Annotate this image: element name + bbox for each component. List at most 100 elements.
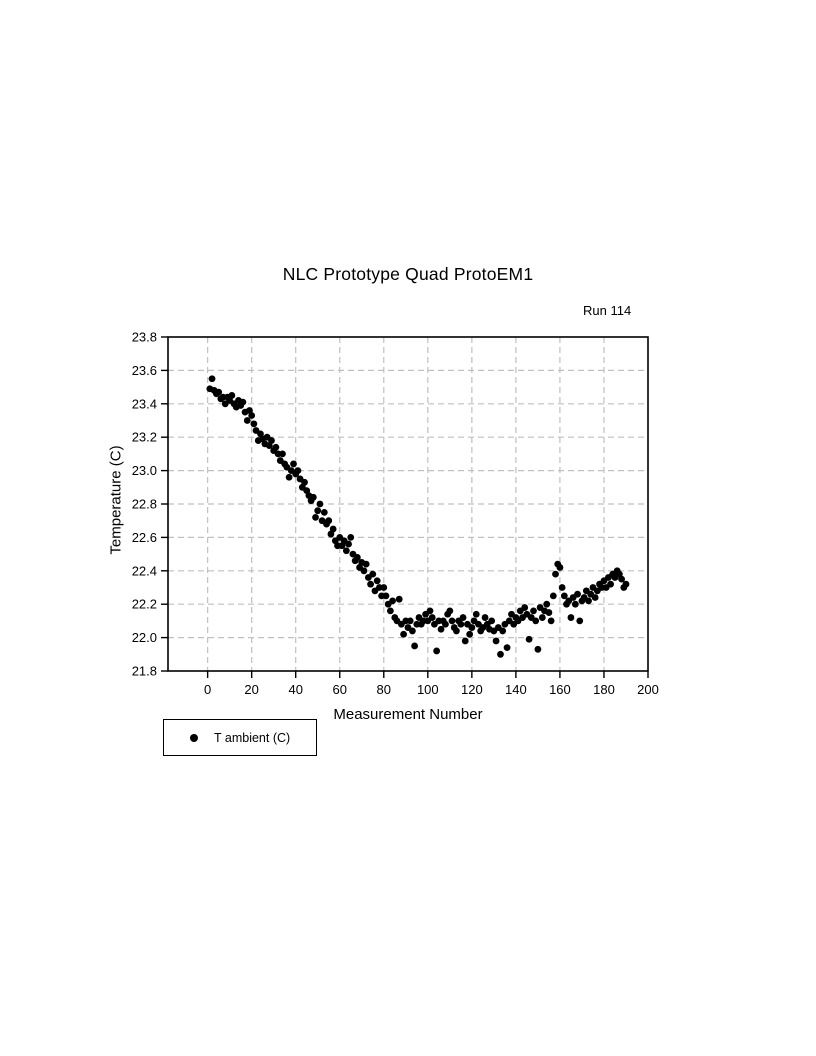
data-point bbox=[342, 547, 350, 555]
x-tick-label: 180 bbox=[593, 682, 615, 697]
data-point bbox=[325, 517, 333, 525]
data-point bbox=[622, 580, 630, 588]
data-point bbox=[567, 614, 575, 621]
data-point bbox=[607, 580, 614, 588]
y-tick-label: 23.0 bbox=[132, 463, 157, 478]
data-point bbox=[301, 478, 308, 486]
data-point bbox=[499, 627, 507, 635]
data-point bbox=[314, 507, 322, 515]
y-tick-label: 23.8 bbox=[132, 330, 157, 345]
data-point bbox=[243, 417, 251, 424]
data-point bbox=[347, 534, 355, 541]
data-point bbox=[290, 460, 297, 468]
x-tick-label: 20 bbox=[244, 682, 258, 697]
data-point bbox=[353, 554, 361, 561]
data-point bbox=[534, 645, 542, 653]
x-axis-title: Measurement Number bbox=[333, 706, 483, 723]
data-point bbox=[228, 392, 236, 399]
data-point bbox=[362, 560, 370, 568]
chart-title: NLC Prototype Quad ProtoEM1 bbox=[282, 264, 534, 284]
data-point bbox=[468, 624, 476, 631]
y-tick-label: 22.6 bbox=[132, 530, 157, 545]
data-point bbox=[560, 592, 568, 600]
x-tick-label: 100 bbox=[417, 682, 439, 697]
data-point bbox=[360, 567, 368, 575]
y-tick-label: 23.6 bbox=[132, 363, 157, 378]
y-tick-label: 23.2 bbox=[132, 430, 157, 445]
data-point bbox=[503, 644, 511, 652]
data-point bbox=[433, 647, 441, 655]
data-point bbox=[453, 627, 460, 635]
data-point bbox=[521, 604, 529, 611]
data-point bbox=[459, 614, 467, 621]
data-point bbox=[545, 609, 553, 616]
data-point bbox=[591, 594, 599, 601]
data-point bbox=[426, 607, 434, 615]
data-point bbox=[215, 388, 223, 396]
data-point bbox=[312, 513, 319, 521]
y-tick-label: 22.4 bbox=[132, 563, 157, 578]
data-point bbox=[618, 575, 625, 583]
legend-box: T ambient (C) bbox=[163, 719, 317, 756]
data-point bbox=[481, 614, 489, 621]
data-point bbox=[571, 600, 579, 608]
data-point bbox=[380, 584, 388, 591]
x-tick-label: 160 bbox=[549, 682, 571, 697]
data-point bbox=[525, 635, 533, 643]
data-point bbox=[428, 614, 436, 621]
data-point bbox=[437, 625, 445, 633]
data-point bbox=[472, 610, 480, 618]
data-point bbox=[497, 650, 504, 658]
data-point bbox=[386, 607, 394, 615]
y-tick-label: 22.8 bbox=[132, 497, 157, 512]
data-point bbox=[543, 600, 551, 608]
data-point bbox=[272, 443, 280, 451]
data-point bbox=[250, 420, 258, 428]
data-point bbox=[239, 398, 247, 406]
x-tick-label: 80 bbox=[377, 682, 391, 697]
data-point bbox=[585, 597, 592, 605]
data-point bbox=[558, 584, 566, 591]
data-point bbox=[367, 580, 374, 588]
data-point bbox=[461, 637, 469, 645]
x-tick-label: 120 bbox=[461, 682, 483, 697]
x-tick-label: 200 bbox=[637, 682, 659, 697]
data-point bbox=[457, 620, 465, 628]
y-tick-label: 21.8 bbox=[132, 664, 157, 679]
data-point bbox=[576, 617, 584, 625]
data-point bbox=[574, 590, 581, 598]
data-point bbox=[294, 467, 302, 474]
run-annotation: Run 114 bbox=[583, 303, 632, 318]
data-point bbox=[373, 577, 381, 585]
data-point bbox=[320, 508, 328, 516]
data-point bbox=[549, 592, 557, 600]
data-point bbox=[400, 630, 407, 638]
data-point bbox=[208, 375, 216, 383]
data-point bbox=[466, 630, 474, 638]
x-tick-label: 40 bbox=[288, 682, 302, 697]
y-tick-label: 22.0 bbox=[132, 630, 157, 645]
data-point bbox=[448, 617, 456, 625]
x-tick-label: 140 bbox=[505, 682, 527, 697]
y-tick-label: 22.2 bbox=[132, 597, 157, 612]
data-point bbox=[547, 617, 555, 625]
data-point bbox=[329, 525, 337, 533]
data-point bbox=[442, 620, 449, 628]
data-point bbox=[492, 637, 500, 645]
data-point bbox=[530, 607, 537, 615]
data-point bbox=[395, 595, 403, 603]
data-point bbox=[389, 597, 396, 605]
data-point bbox=[345, 540, 352, 548]
data-point bbox=[556, 564, 564, 571]
data-point bbox=[538, 614, 546, 621]
legend-marker-icon bbox=[190, 733, 198, 742]
x-tick-label: 0 bbox=[204, 682, 211, 697]
x-tick-label: 60 bbox=[333, 682, 347, 697]
y-tick-label: 23.4 bbox=[132, 396, 157, 411]
data-point bbox=[406, 617, 414, 625]
legend-label: T ambient (C) bbox=[214, 730, 291, 745]
data-point bbox=[532, 617, 540, 625]
data-point bbox=[382, 592, 390, 600]
data-point bbox=[279, 450, 286, 458]
